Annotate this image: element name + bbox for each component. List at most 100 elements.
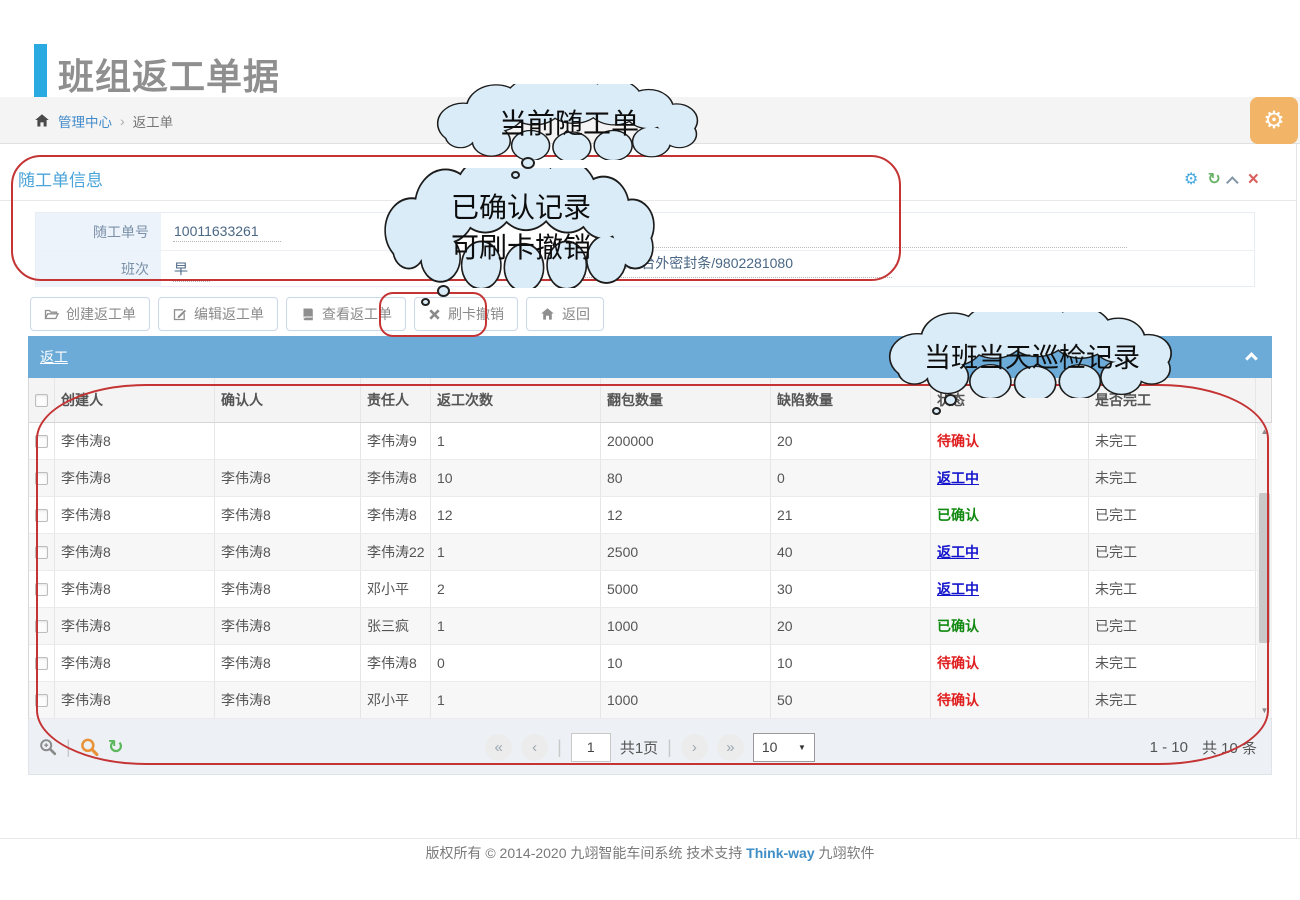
- back-button[interactable]: 返回: [526, 297, 604, 331]
- panel-close-icon[interactable]: ×: [1247, 169, 1259, 190]
- table-scrollbar[interactable]: ▲ ▼: [1257, 423, 1272, 718]
- row-select-cell: [29, 608, 55, 644]
- repack-qty-cell: 5000: [601, 571, 771, 607]
- settings-button[interactable]: ⚙: [1250, 97, 1298, 144]
- row-select-cell: [29, 682, 55, 718]
- status-badge: 待确认: [937, 433, 979, 449]
- confirmer-cell: 李伟涛8: [215, 571, 361, 607]
- next-page-button[interactable]: ›: [680, 733, 708, 761]
- column-header-repack-qty[interactable]: 翻包数量: [601, 378, 771, 422]
- cloud-tail-bubble: [511, 171, 520, 179]
- footer-link[interactable]: Think-way: [746, 845, 815, 861]
- column-header-responsible[interactable]: 责任人: [361, 378, 431, 422]
- panel-collapse-icon[interactable]: [1225, 175, 1239, 189]
- band-collapse-icon[interactable]: [1245, 352, 1258, 365]
- row-checkbox[interactable]: [35, 582, 48, 596]
- column-header-finished[interactable]: 是否完工: [1089, 378, 1256, 422]
- status-cell: 已确认: [931, 497, 1089, 533]
- scrollbar-thumb[interactable]: [1259, 493, 1270, 643]
- row-checkbox[interactable]: [35, 693, 48, 707]
- creator-cell: 李伟涛8: [55, 645, 215, 681]
- panel-toolbar: ⚙ ↻ ×: [1184, 169, 1259, 190]
- last-page-button[interactable]: »: [716, 733, 744, 761]
- breadcrumb-separator-icon: ›: [120, 112, 125, 129]
- row-select-cell: [29, 645, 55, 681]
- row-select-cell: [29, 497, 55, 533]
- pager-separator: |: [557, 736, 562, 757]
- table-row[interactable]: 李伟涛8 李伟涛8 张三疯 1 1000 20 已确认 已完工: [29, 608, 1271, 645]
- first-page-button[interactable]: «: [485, 733, 513, 761]
- row-checkbox[interactable]: [35, 545, 48, 559]
- work-order-no-label: 随工单号: [36, 213, 161, 250]
- breadcrumb-section[interactable]: 管理中心: [58, 114, 112, 130]
- confirmer-cell: 李伟涛8: [215, 608, 361, 644]
- shift-label: 班次: [36, 251, 161, 287]
- confirmer-cell: 李伟涛8: [215, 497, 361, 533]
- column-header-rework-count[interactable]: 返工次数: [431, 378, 601, 422]
- finished-cell: 已完工: [1089, 534, 1256, 570]
- creator-cell: 李伟涛8: [55, 608, 215, 644]
- repack-qty-cell: 1000: [601, 608, 771, 644]
- search-icon[interactable]: [80, 738, 99, 757]
- view-rework-button[interactable]: 查看返工单: [286, 297, 406, 331]
- scroll-down-icon[interactable]: ▼: [1260, 705, 1269, 715]
- range-label: 1 - 10: [1149, 738, 1188, 756]
- breadcrumb-current: 返工单: [132, 114, 174, 130]
- create-rework-button[interactable]: 创建返工单: [30, 297, 150, 331]
- status-badge: 待确认: [937, 655, 979, 671]
- row-checkbox[interactable]: [35, 619, 48, 633]
- status-badge: 待确认: [937, 692, 979, 708]
- total-pages-label: 共1页: [619, 739, 659, 757]
- product-field[interactable]: /M4/后门左窗台外密封条/9802281080: [558, 253, 892, 278]
- refresh-icon[interactable]: ↻: [107, 736, 124, 758]
- work-order-no-field[interactable]: 10011633261: [173, 221, 281, 242]
- column-header-status[interactable]: 状态: [931, 378, 1089, 422]
- card-revoke-label: 刷卡撤销: [448, 306, 504, 322]
- panel-refresh-icon[interactable]: ↻: [1207, 171, 1221, 188]
- footer-text: 版权所有 © 2014-2020 九翊智能车间系统 技术支持 Think-way…: [0, 843, 1300, 863]
- responsible-cell: 李伟涛8: [361, 497, 431, 533]
- finished-cell: 未完工: [1089, 423, 1256, 459]
- row-checkbox[interactable]: [35, 434, 48, 448]
- page-input[interactable]: [570, 732, 611, 762]
- scroll-up-icon[interactable]: ▲: [1260, 426, 1269, 436]
- column-header-creator[interactable]: 创建人: [55, 378, 215, 422]
- panel-divider: [0, 200, 1297, 201]
- status-cell: 待确认: [931, 645, 1089, 681]
- edit-rework-button[interactable]: 编辑返工单: [158, 297, 278, 331]
- table-row[interactable]: 李伟涛8 李伟涛8 邓小平 2 5000 30 返工中 未完工: [29, 571, 1271, 608]
- pager-controls: « ‹ | 共1页 | › » 10 ▼: [29, 719, 1271, 775]
- zoom-in-icon[interactable]: [39, 738, 57, 756]
- table-row[interactable]: 李伟涛8 李伟涛8 李伟涛8 0 10 10 待确认 未完工: [29, 645, 1271, 682]
- table-row[interactable]: 李伟涛8 李伟涛8 李伟涛8 10 80 0 返工中 未完工: [29, 460, 1271, 497]
- empty-field-underline[interactable]: [600, 247, 1127, 248]
- confirmer-cell: 李伟涛8: [215, 682, 361, 718]
- row-checkbox[interactable]: [35, 508, 48, 522]
- table-row[interactable]: 李伟涛8 李伟涛8 李伟涛22 1 2500 40 返工中 已完工: [29, 534, 1271, 571]
- table-row[interactable]: 李伟涛8 李伟涛9 1 200000 20 待确认 未完工: [29, 423, 1271, 460]
- grid-band-title[interactable]: 返工: [40, 349, 68, 365]
- row-checkbox[interactable]: [35, 656, 48, 670]
- defect-qty-cell: 20: [771, 423, 931, 459]
- select-all-checkbox[interactable]: [35, 393, 48, 407]
- repack-qty-cell: 10: [601, 645, 771, 681]
- table-row[interactable]: 李伟涛8 李伟涛8 邓小平 1 1000 50 待确认 未完工: [29, 682, 1271, 719]
- table-row[interactable]: 李伟涛8 李伟涛8 李伟涛8 12 12 21 已确认 已完工: [29, 497, 1271, 534]
- rework-count-cell: 1: [431, 682, 601, 718]
- rework-count-cell: 1: [431, 534, 601, 570]
- page-size-select[interactable]: 10 ▼: [752, 732, 815, 762]
- panel-gear-icon[interactable]: ⚙: [1184, 171, 1199, 188]
- edit-rework-label: 编辑返工单: [194, 306, 264, 322]
- row-checkbox[interactable]: [35, 471, 48, 485]
- responsible-cell: 李伟涛8: [361, 460, 431, 496]
- rework-count-cell: 2: [431, 571, 601, 607]
- confirmer-cell: [215, 423, 361, 459]
- card-revoke-button[interactable]: 刷卡撤销: [414, 297, 518, 331]
- column-header-confirmer[interactable]: 确认人: [215, 378, 361, 422]
- breadcrumb-bar: 管理中心 › 返工单 ⚙: [0, 97, 1300, 144]
- column-header-defect-qty[interactable]: 缺陷数量: [771, 378, 931, 422]
- prev-page-button[interactable]: ‹: [521, 733, 549, 761]
- creator-cell: 李伟涛8: [55, 534, 215, 570]
- repack-qty-cell: 80: [601, 460, 771, 496]
- shift-field[interactable]: 早: [173, 257, 210, 282]
